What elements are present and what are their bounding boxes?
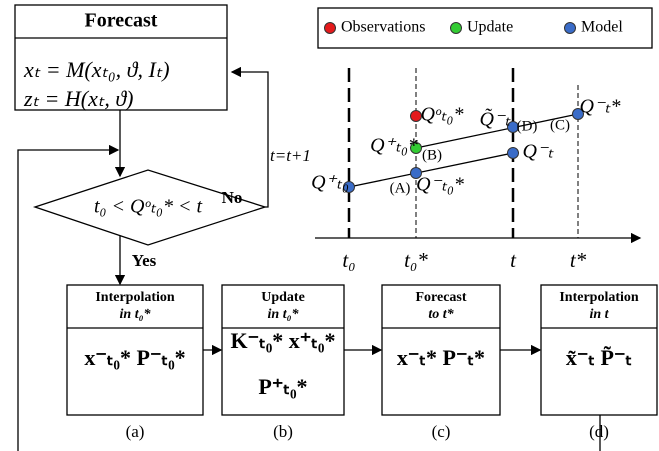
label: Update bbox=[261, 290, 305, 305]
label: t* bbox=[570, 248, 587, 272]
point bbox=[410, 110, 422, 122]
label: zₜ = H(xₜ, ϑ) bbox=[23, 86, 133, 111]
label: (a) bbox=[126, 422, 145, 441]
label: Interpolation bbox=[559, 290, 639, 305]
label: Forecast bbox=[415, 290, 466, 305]
label: (C) bbox=[550, 117, 570, 133]
label: (D) bbox=[517, 118, 538, 134]
label: Forecast bbox=[85, 10, 158, 32]
step-box bbox=[381, 284, 501, 416]
label: t₀ bbox=[342, 248, 355, 272]
point bbox=[410, 167, 422, 179]
label: t bbox=[510, 248, 517, 272]
label: t₀ < Qᵒₜ₀* < t bbox=[94, 196, 203, 218]
label: Model bbox=[581, 19, 623, 36]
label: in t bbox=[589, 307, 609, 322]
label: (c) bbox=[432, 422, 451, 441]
label: Observations bbox=[341, 19, 425, 36]
label: x⁻ₜ* P⁻ₜ* bbox=[397, 345, 485, 370]
legend-marker bbox=[324, 22, 336, 34]
label: in t₀* bbox=[268, 307, 300, 322]
label: Q⁻ₜ₀* bbox=[416, 174, 464, 196]
label: x̃⁻ₜ P̃⁻ₜ bbox=[566, 345, 632, 370]
point bbox=[572, 108, 584, 120]
label: K⁻ₜ₀* x⁺ₜ₀* bbox=[230, 328, 335, 353]
label: Q⁻ₜ* bbox=[580, 96, 621, 118]
label: Interpolation bbox=[95, 290, 175, 305]
label: P⁺ₜ₀* bbox=[258, 374, 307, 399]
label: xₜ = M(xₜ₀, ϑ, Iₜ) bbox=[23, 57, 170, 82]
legend-marker bbox=[564, 22, 576, 34]
step-box bbox=[221, 284, 345, 416]
label: No bbox=[222, 188, 243, 207]
label: (b) bbox=[273, 422, 293, 441]
label: Q⁺ₜ₀ bbox=[311, 172, 349, 194]
label: t₀* bbox=[404, 248, 428, 272]
point bbox=[507, 121, 519, 133]
label: (A) bbox=[390, 180, 411, 196]
label: Yes bbox=[132, 251, 157, 270]
point bbox=[410, 142, 422, 154]
label: in t₀* bbox=[120, 307, 152, 322]
point bbox=[343, 181, 355, 193]
label: Q⁺ₜ₀* bbox=[370, 135, 418, 157]
label: Q̃⁻ₜ bbox=[480, 107, 512, 130]
label: (B) bbox=[422, 147, 442, 163]
label: (d) bbox=[589, 422, 609, 441]
label: Update bbox=[467, 19, 513, 36]
label: Qᵒₜ₀* bbox=[420, 104, 463, 126]
label: t=t+1 bbox=[270, 146, 311, 165]
step-box bbox=[540, 284, 658, 416]
legend-marker bbox=[450, 22, 462, 34]
step-box bbox=[66, 284, 204, 416]
point bbox=[507, 147, 519, 159]
label: Q⁻ₜ bbox=[523, 141, 555, 163]
label: to t* bbox=[428, 307, 454, 322]
label: x⁻ₜ₀* P⁻ₜ₀* bbox=[84, 345, 185, 370]
